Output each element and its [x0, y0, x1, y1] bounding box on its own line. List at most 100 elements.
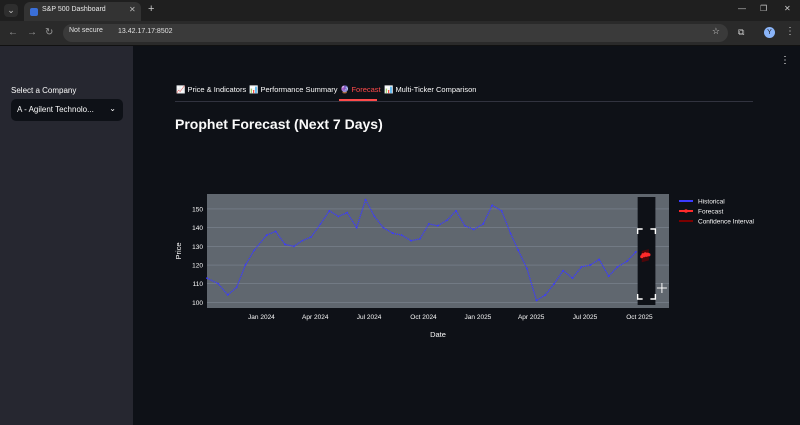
browser-tab[interactable]: S&P 500 Dashboard ✕: [24, 2, 141, 21]
historical-point: [373, 215, 376, 218]
historical-point: [446, 219, 449, 222]
restore-icon[interactable]: ❐: [760, 4, 768, 13]
x-tick-label: Jan 2025: [465, 314, 492, 321]
historical-point: [571, 277, 574, 279]
historical-point: [355, 226, 358, 229]
legend-label[interactable]: Confidence Interval: [698, 218, 755, 225]
company-select-value[interactable]: A - Agilent Technolo...: [17, 105, 94, 114]
historical-point: [482, 223, 485, 225]
historical-point: [500, 209, 503, 212]
historical-point: [400, 234, 403, 237]
forecast-chart[interactable]: 100 110 120 130 140 150 Jan 2024 Apr 2024 Jul 20…: [165, 185, 765, 340]
historical-point: [553, 282, 556, 285]
historical-point: [328, 209, 331, 212]
historical-point: [464, 224, 466, 227]
app-menu-icon[interactable]: ⋮: [780, 55, 790, 66]
historical-point: [284, 243, 286, 246]
historical-point: [410, 239, 412, 242]
tab-search-icon[interactable]: ⌄: [4, 4, 18, 17]
historical-point: [427, 223, 430, 225]
company-select-label: Select a Company: [11, 86, 77, 95]
omnibox[interactable]: Not secure 13.42.17.17:8502 ☆: [63, 24, 728, 42]
historical-point: [346, 211, 349, 214]
chart-up-icon: 📈: [176, 85, 186, 94]
historical-point: [509, 232, 512, 235]
page-title: Prophet Forecast (Next 7 Days): [175, 116, 383, 132]
historical-point: [562, 269, 565, 272]
historical-point: [235, 286, 238, 289]
profile-avatar[interactable]: Y: [764, 27, 775, 38]
legend-label[interactable]: Forecast: [698, 208, 723, 215]
historical-point: [580, 265, 583, 268]
legend-marker[interactable]: [684, 209, 688, 213]
historical-point: [217, 282, 220, 285]
company-select[interactable]: A - Agilent Technolo... ⌄: [11, 99, 123, 121]
url-text[interactable]: 13.42.17.17:8502: [118, 28, 173, 35]
forward-icon[interactable]: →: [27, 27, 37, 38]
x-axis-label: Date: [430, 330, 446, 339]
historical-point: [244, 264, 247, 266]
x-tick-label: Jan 2024: [248, 314, 275, 321]
minimize-icon[interactable]: —: [738, 4, 746, 13]
back-icon[interactable]: ←: [8, 27, 18, 38]
historical-point: [226, 294, 229, 296]
y-tick-label: 130: [192, 244, 203, 251]
active-tab-indicator: [339, 99, 377, 101]
legend-label[interactable]: Historical: [698, 198, 725, 205]
y-tick-label: 140: [192, 225, 203, 232]
browser-tab-strip: ⌄ S&P 500 Dashboard ✕ + — ❐ ✕: [0, 0, 800, 21]
tab-label: Forecast: [351, 85, 381, 94]
crystal-ball-icon: 🔮: [340, 85, 350, 94]
tab-multi-ticker-comparison[interactable]: 📊 Multi-Ticker Comparison: [384, 85, 476, 94]
address-bar: ← → ↻ Not secure 13.42.17.17:8502 ☆: [0, 21, 800, 46]
historical-point: [472, 228, 475, 231]
historical-line: [206, 197, 637, 302]
extensions-icon[interactable]: ⧉: [738, 27, 745, 37]
new-tab-icon[interactable]: +: [148, 3, 155, 15]
bar-chart-icon: 📊: [384, 85, 394, 94]
y-tick-label: 100: [192, 300, 203, 307]
historical-point: [526, 267, 528, 270]
tab-performance-summary[interactable]: 📊 Performance Summary: [249, 85, 338, 94]
tab-label: Price & Indicators: [187, 85, 247, 94]
historical-point: [634, 251, 637, 253]
y-tick-label: 120: [192, 263, 203, 270]
historical-point: [589, 264, 592, 266]
historical-point: [337, 215, 340, 218]
historical-point: [517, 249, 520, 251]
close-icon[interactable]: ✕: [129, 5, 136, 14]
historical-point: [491, 204, 494, 207]
tab-price-indicators[interactable]: 📈 Price & Indicators: [176, 85, 246, 94]
tab-forecast[interactable]: 🔮 Forecast: [340, 85, 381, 94]
not-secure-badge[interactable]: Not secure: [69, 27, 103, 34]
tab-bar: [175, 80, 753, 102]
historical-point: [598, 258, 601, 261]
historical-point: [455, 209, 457, 212]
zoom-bracket: [650, 228, 657, 234]
historical-point: [274, 230, 277, 233]
x-tick-label: Apr 2025: [518, 314, 545, 321]
bar-chart-icon: 📊: [249, 85, 259, 94]
historical-point: [364, 198, 367, 201]
historical-point: [616, 265, 619, 268]
browser-menu-icon[interactable]: ⋮: [785, 26, 795, 37]
zoom-bracket: [636, 294, 643, 300]
historical-point: [265, 234, 268, 237]
tab-title: S&P 500 Dashboard: [42, 6, 106, 13]
tab-label: Multi-Ticker Comparison: [395, 85, 477, 94]
y-axis-label: Price: [174, 242, 183, 259]
forecast-point: [647, 253, 651, 257]
bookmark-star-icon[interactable]: ☆: [711, 26, 720, 36]
historical-point: [206, 277, 208, 279]
x-tick-label: Oct 2025: [626, 314, 653, 321]
x-tick-label: Jul 2025: [573, 314, 598, 321]
x-tick-label: Oct 2024: [410, 314, 437, 321]
window-close-icon[interactable]: ✕: [784, 4, 791, 13]
historical-point: [626, 260, 628, 263]
historical-point: [436, 224, 439, 227]
reload-icon[interactable]: ↻: [45, 27, 54, 38]
historical-point: [607, 275, 610, 278]
historical-point: [301, 239, 304, 242]
historical-point: [391, 232, 394, 235]
chevron-down-icon[interactable]: ⌄: [109, 104, 116, 113]
